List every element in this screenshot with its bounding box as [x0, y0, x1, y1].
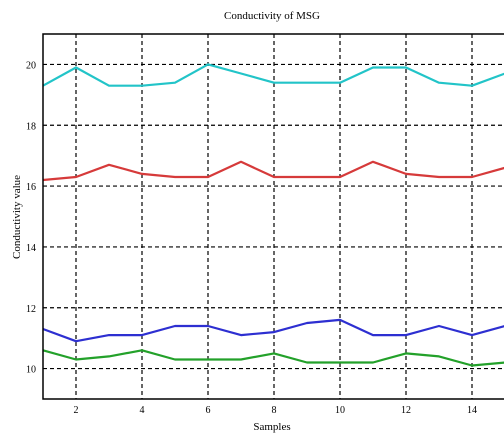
y-tick-label: 18	[26, 121, 36, 132]
grid	[43, 34, 504, 399]
y-tick-label: 16	[26, 182, 36, 193]
y-axis-label: Conductivity value	[11, 175, 23, 259]
series-line-1	[42, 63, 504, 87]
x-tick-label: 4	[140, 405, 145, 416]
x-tick-label: 12	[401, 405, 411, 416]
x-tick-label: 10	[335, 405, 345, 416]
x-tick-label: 14	[467, 405, 477, 416]
chart-title: Conductivity of MSG	[224, 10, 320, 22]
y-tick-label: 10	[26, 365, 36, 376]
series-layer	[42, 63, 504, 367]
series-line-4	[42, 349, 504, 367]
y-tick-label: 20	[26, 60, 36, 71]
x-tick-label: 8	[272, 405, 277, 416]
series-line-3	[42, 318, 504, 343]
x-tick-label: 2	[74, 405, 79, 416]
y-tick-labels: 10 12 14 16 18 20	[26, 60, 36, 375]
series-line-2	[42, 160, 504, 182]
y-tick-label: 14	[26, 243, 36, 254]
x-axis-label: Samples	[253, 421, 290, 433]
plot-frame	[42, 33, 504, 400]
y-tick-label: 12	[26, 304, 36, 315]
x-tick-label: 6	[206, 405, 211, 416]
x-tick-labels: 2 4 6 8 10 12 14	[74, 405, 478, 416]
